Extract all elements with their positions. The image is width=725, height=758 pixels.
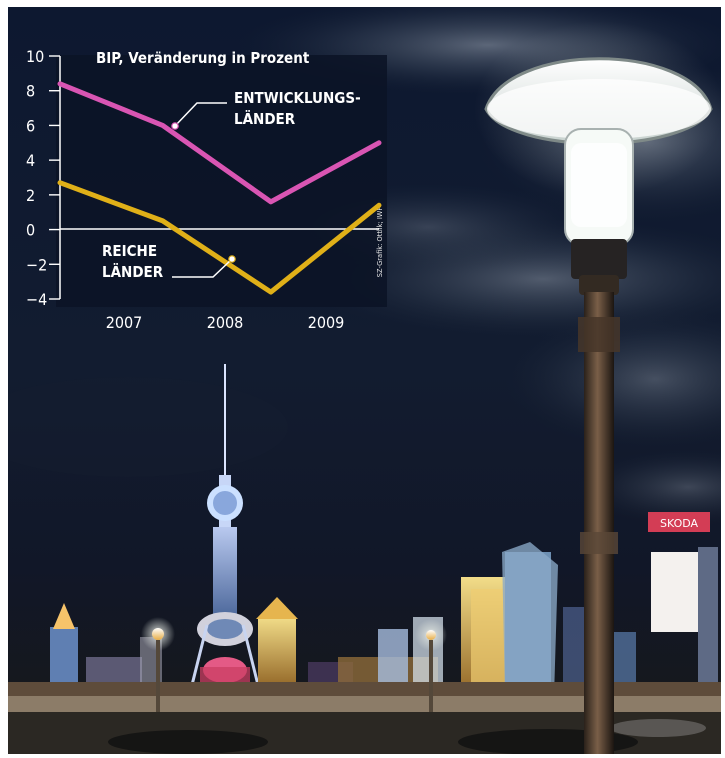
city-sign-text: SKODA [660,517,699,530]
developing-label-line: LÄNDER [234,109,296,128]
y-tick-label: 6 [26,116,35,135]
chart-overlay [56,55,387,307]
tv-tower [190,364,260,689]
developing-callout [174,102,227,127]
rich-label-line: REICHE [102,242,157,260]
street-lamp [474,21,721,754]
series-layer [57,81,382,295]
y-tick-label: 0 [26,221,35,240]
y-tick-label: 10 [26,47,44,66]
y-tick-label: 8 [26,82,35,101]
gdp-line-chart: BIP, Veränderung in Prozent SZ-Grafik: O… [26,47,384,332]
y-tick-label: −4 [26,290,47,309]
y-tick-label: 2 [26,186,35,205]
photo-background: SKODA [8,7,721,754]
developing-label-line: ENTWICKLUNGS- [234,89,361,107]
x-category-label: 2009 [308,313,345,332]
x-category-label: 2007 [106,313,143,332]
y-tick-label: −2 [26,255,47,274]
y-tick-label: 4 [26,151,35,170]
night-city-scene: SKODA [8,7,721,754]
x-category-label: 2008 [207,313,244,332]
developing-marker [171,122,179,130]
developing-countries-line [57,81,382,205]
chart-title: BIP, Veränderung in Prozent [96,49,310,67]
source-note: SZ-Grafik: Ottlik; IWF [375,207,384,278]
series-labels: ENTWICKLUNGS- LÄNDER REICHE LÄNDER [102,89,361,281]
rich-marker [228,255,236,263]
x-axis-labels: 2007 2008 2009 [106,313,345,332]
rich-callout [172,258,233,278]
rich-label-line: LÄNDER [102,262,164,281]
y-axis-ticks: 10 8 6 4 2 0 −2 −4 [26,47,60,309]
rich-countries-line [57,180,382,295]
